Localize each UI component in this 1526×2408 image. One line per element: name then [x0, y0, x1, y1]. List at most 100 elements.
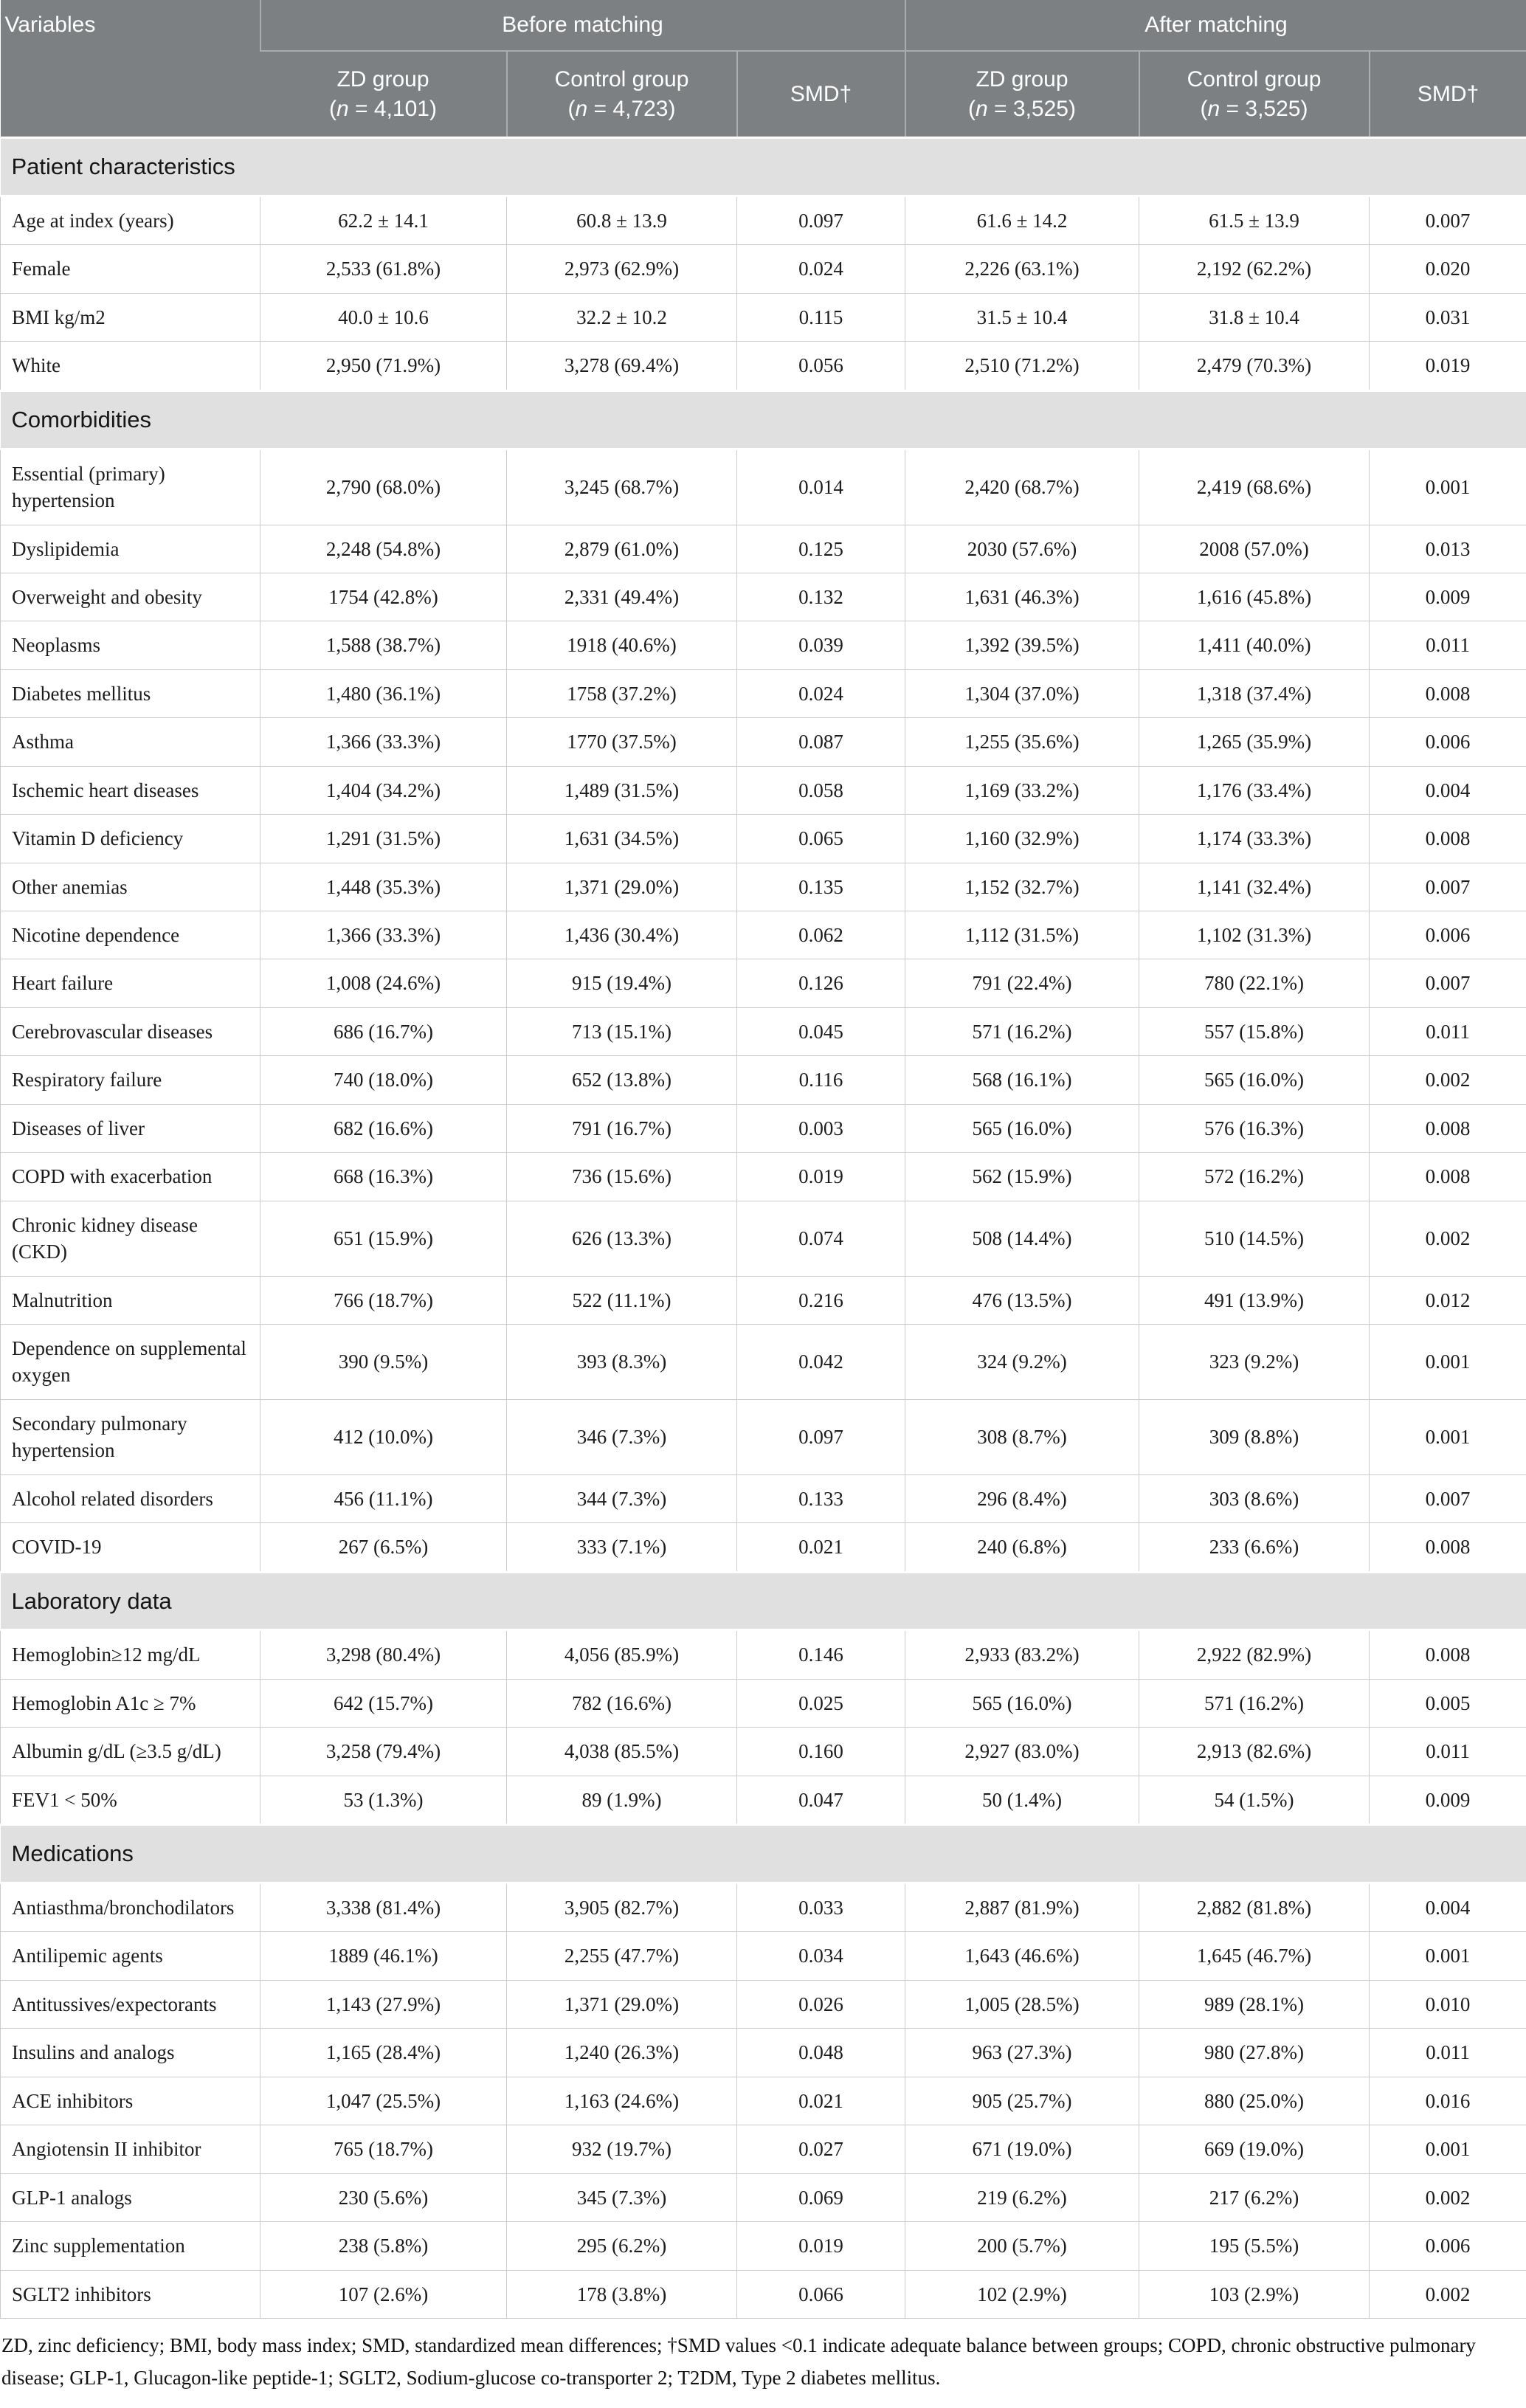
value-cell: 491 (13.9%) [1139, 1276, 1370, 1324]
section-row: Comorbidities [1, 390, 1526, 449]
value-cell: 740 (18.0%) [260, 1056, 507, 1104]
value-cell: 0.001 [1370, 2125, 1526, 2173]
value-cell: 2,790 (68.0%) [260, 449, 507, 525]
after-matching-header: After matching [905, 0, 1526, 51]
value-cell: 568 (16.1%) [905, 1056, 1139, 1104]
value-cell: 0.066 [737, 2270, 905, 2318]
value-cell: 668 (16.3%) [260, 1153, 507, 1201]
zd-group-before-header: ZD group (n = 4,101) [260, 51, 507, 138]
row-label: Dependence on supplemental oxygen [1, 1324, 260, 1399]
value-cell: 0.039 [737, 621, 905, 669]
value-cell: 412 (10.0%) [260, 1399, 507, 1474]
value-cell: 1,645 (46.7%) [1139, 1932, 1370, 1980]
value-cell: 2,922 (82.9%) [1139, 1630, 1370, 1679]
value-cell: 0.006 [1370, 911, 1526, 959]
value-cell: 736 (15.6%) [507, 1153, 737, 1201]
value-cell: 393 (8.3%) [507, 1324, 737, 1399]
section-title: Patient characteristics [1, 138, 1526, 196]
value-cell: 0.048 [737, 2029, 905, 2077]
value-cell: 0.003 [737, 1104, 905, 1152]
value-cell: 1,643 (46.6%) [905, 1932, 1139, 1980]
value-cell: 2,887 (81.9%) [905, 1883, 1139, 1932]
value-cell: 303 (8.6%) [1139, 1474, 1370, 1522]
row-label: Hemoglobin≥12 mg/dL [1, 1630, 260, 1679]
row-label: Angiotensin II inhibitor [1, 2125, 260, 2173]
value-cell: 0.027 [737, 2125, 905, 2173]
row-label: Cerebrovascular diseases [1, 1007, 260, 1055]
row-label: Alcohol related disorders [1, 1474, 260, 1522]
value-cell: 0.026 [737, 1980, 905, 2028]
value-cell: 562 (15.9%) [905, 1153, 1139, 1201]
value-cell: 0.019 [737, 2222, 905, 2270]
value-cell: 932 (19.7%) [507, 2125, 737, 2173]
row-label: Chronic kidney disease (CKD) [1, 1201, 260, 1276]
value-cell: 0.062 [737, 911, 905, 959]
section-row: Patient characteristics [1, 138, 1526, 196]
value-cell: 1,163 (24.6%) [507, 2077, 737, 2125]
value-cell: 54 (1.5%) [1139, 1776, 1370, 1824]
value-cell: 0.004 [1370, 766, 1526, 814]
value-cell: 1,008 (24.6%) [260, 959, 507, 1007]
value-cell: 0.074 [737, 1201, 905, 1276]
value-cell: 40.0 ± 10.6 [260, 293, 507, 341]
value-cell: 0.047 [737, 1776, 905, 1824]
group-label: Control group [512, 65, 732, 94]
value-cell: 0.002 [1370, 2173, 1526, 2221]
zd-group-after-header: ZD group (n = 3,525) [905, 51, 1139, 138]
row-label: Albumin g/dL (≥3.5 g/dL) [1, 1728, 260, 1776]
value-cell: 1,616 (45.8%) [1139, 573, 1370, 621]
value-cell: 0.011 [1370, 1728, 1526, 1776]
value-cell: 565 (16.0%) [905, 1104, 1139, 1152]
row-label: Neoplasms [1, 621, 260, 669]
group-n: (n = 4,723) [512, 94, 732, 124]
value-cell: 0.009 [1370, 1776, 1526, 1824]
value-cell: 671 (19.0%) [905, 2125, 1139, 2173]
row-label: Secondary pulmonary hypertension [1, 1399, 260, 1474]
value-cell: 323 (9.2%) [1139, 1324, 1370, 1399]
value-cell: 2,226 (63.1%) [905, 245, 1139, 293]
value-cell: 324 (9.2%) [905, 1324, 1139, 1399]
value-cell: 1,489 (31.5%) [507, 766, 737, 814]
value-cell: 1,255 (35.6%) [905, 718, 1139, 766]
row-label: BMI kg/m2 [1, 293, 260, 341]
value-cell: 390 (9.5%) [260, 1324, 507, 1399]
row-label: Zinc supplementation [1, 2222, 260, 2270]
value-cell: 0.001 [1370, 1932, 1526, 1980]
value-cell: 0.014 [737, 449, 905, 525]
section-title: Medications [1, 1825, 1526, 1883]
value-cell: 0.008 [1370, 669, 1526, 717]
value-cell: 0.009 [1370, 573, 1526, 621]
group-n: (n = 4,101) [265, 94, 502, 124]
value-cell: 0.097 [737, 196, 905, 245]
value-cell: 296 (8.4%) [905, 1474, 1139, 1522]
row-label: SGLT2 inhibitors [1, 2270, 260, 2318]
row-label: Hemoglobin A1c ≥ 7% [1, 1679, 260, 1727]
row-label: Ischemic heart diseases [1, 766, 260, 814]
value-cell: 510 (14.5%) [1139, 1201, 1370, 1276]
value-cell: 0.216 [737, 1276, 905, 1324]
value-cell: 2,479 (70.3%) [1139, 342, 1370, 390]
value-cell: 0.013 [1370, 525, 1526, 573]
value-cell: 651 (15.9%) [260, 1201, 507, 1276]
value-cell: 267 (6.5%) [260, 1523, 507, 1572]
value-cell: 1,160 (32.9%) [905, 815, 1139, 863]
control-group-before-header: Control group (n = 4,723) [507, 51, 737, 138]
row-label: GLP-1 analogs [1, 2173, 260, 2221]
value-cell: 3,905 (82.7%) [507, 1883, 737, 1932]
value-cell: 980 (27.8%) [1139, 2029, 1370, 2077]
row-label: Diabetes mellitus [1, 669, 260, 717]
value-cell: 0.034 [737, 1932, 905, 1980]
value-cell: 2,913 (82.6%) [1139, 1728, 1370, 1776]
